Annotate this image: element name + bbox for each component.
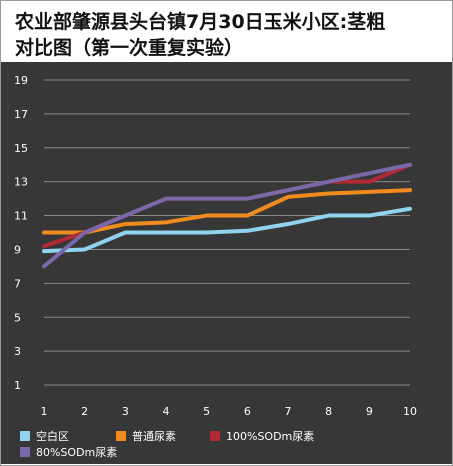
y-tick-label: 11 bbox=[14, 210, 28, 223]
legend-swatch-series-1 bbox=[20, 431, 30, 441]
series-line-1 bbox=[42, 206, 412, 254]
chart-title: 农业部肇源县头台镇7月30日玉米小区:茎粗 对比图（第一次重复实验） bbox=[15, 11, 386, 59]
x-tick-label: 7 bbox=[285, 405, 292, 418]
x-tick-label: 1 bbox=[41, 405, 48, 418]
legend-swatch-series-3 bbox=[210, 431, 220, 441]
y-tick-label: 13 bbox=[14, 176, 28, 189]
y-tick-label: 9 bbox=[14, 243, 21, 256]
legend-label-series-1: 空白区 bbox=[36, 430, 69, 443]
legend-item-series-1: 空白区 bbox=[20, 430, 69, 444]
y-tick-label: 5 bbox=[14, 311, 21, 324]
x-tick-label: 9 bbox=[366, 405, 373, 418]
y-tick-label: 19 bbox=[14, 74, 28, 87]
x-tick-label: 5 bbox=[203, 405, 210, 418]
x-tick-label: 2 bbox=[81, 405, 88, 418]
legend: 空白区 普通尿素 100%SODm尿素 80%SODm尿素 bbox=[20, 430, 440, 464]
x-tick-label: 8 bbox=[325, 405, 332, 418]
legend-label-series-3: 100%SODm尿素 bbox=[226, 430, 315, 443]
y-tick-label: 7 bbox=[14, 277, 21, 290]
legend-swatch-series-4 bbox=[20, 447, 30, 457]
legend-item-series-4: 80%SODm尿素 bbox=[20, 446, 117, 460]
y-tick-label: 3 bbox=[14, 345, 21, 358]
x-tick-label: 6 bbox=[244, 405, 251, 418]
y-tick-label: 15 bbox=[14, 142, 28, 155]
legend-item-series-3: 100%SODm尿素 bbox=[210, 430, 314, 444]
series-line-2 bbox=[42, 188, 412, 235]
x-tick-label: 10 bbox=[403, 405, 417, 418]
x-tick-label: 3 bbox=[122, 405, 129, 418]
legend-swatch-series-2 bbox=[116, 431, 126, 441]
plot-background bbox=[1, 62, 452, 464]
series-line-4 bbox=[42, 162, 412, 269]
legend-label-series-2: 普通尿素 bbox=[132, 430, 176, 443]
legend-label-series-4: 80%SODm尿素 bbox=[36, 446, 118, 459]
y-tick-label: 17 bbox=[14, 108, 28, 121]
legend-item-series-2: 普通尿素 bbox=[116, 430, 176, 444]
y-tick-label: 1 bbox=[14, 379, 21, 392]
x-tick-label: 4 bbox=[163, 405, 170, 418]
